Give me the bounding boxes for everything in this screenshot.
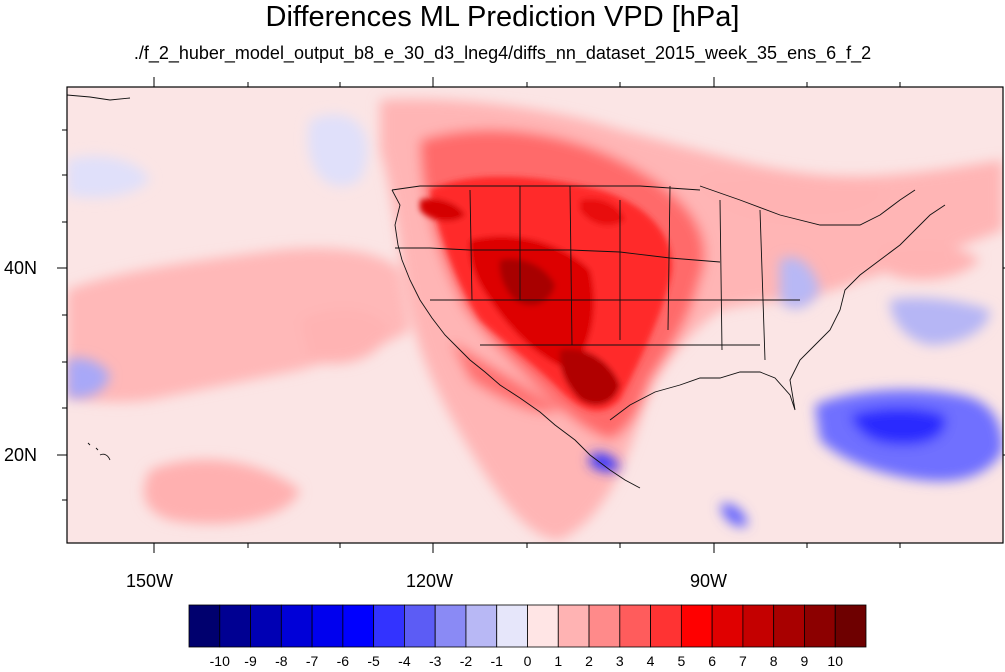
field-layer (67, 87, 1003, 543)
x-tick-label: 150W (126, 571, 174, 591)
colorbar-label: -3 (428, 653, 442, 669)
colorbar-label: -1 (490, 653, 503, 669)
colorbar-label: 2 (585, 653, 593, 669)
colorbar-box (465, 604, 498, 648)
y-tick-label: 20N (4, 445, 38, 465)
colorbar-box (650, 604, 682, 648)
colorbar-box (680, 604, 713, 648)
colorbar-label: -10 (209, 653, 230, 669)
colorbar-box (557, 604, 590, 648)
colorbar-box (188, 604, 221, 648)
colorbar-box (342, 604, 375, 648)
colorbar-box (834, 604, 867, 648)
colorbar-label: 3 (615, 653, 624, 669)
colorbar-box (311, 604, 344, 648)
colorbar-label: 10 (827, 653, 843, 669)
y-tick-label: 40N (4, 258, 38, 278)
colorbar-label: -2 (459, 653, 473, 669)
colorbar-box (804, 604, 836, 648)
colorbar-label: 8 (769, 653, 778, 669)
colorbar-box (711, 604, 744, 648)
colorbar-label: 1 (554, 653, 563, 669)
colorbar-label: -7 (305, 653, 319, 669)
colorbar-box (619, 604, 651, 648)
colorbar-label: 7 (739, 653, 747, 669)
colorbar-label: -5 (367, 653, 380, 669)
colorbar-label: 6 (708, 653, 717, 669)
axis-ticks (57, 77, 1005, 553)
colorbar-label: -9 (244, 653, 257, 669)
colorbar-label: -6 (336, 653, 350, 669)
coastline-borders (67, 94, 946, 489)
colorbar-box (404, 604, 436, 648)
colorbar-box (434, 604, 467, 648)
colorbar-label: 4 (646, 653, 655, 669)
colorbar-label: 9 (800, 653, 809, 669)
colorbar-box (250, 604, 282, 648)
colorbar (188, 604, 867, 648)
colorbar-box (742, 604, 775, 648)
colorbar-box (773, 604, 805, 648)
colorbar-box (373, 604, 405, 648)
colorbar-box (496, 604, 528, 648)
x-tick-label: 90W (690, 571, 728, 591)
x-tick-label: 120W (406, 571, 454, 591)
colorbar-label: 5 (677, 653, 686, 669)
colorbar-label: -8 (275, 653, 288, 669)
map-title: Differences ML Prediction VPD [hPa] (265, 1, 740, 33)
colorbar-label: -4 (398, 653, 411, 669)
colorbar-box (219, 604, 251, 648)
colorbar-box (527, 604, 559, 648)
colorbar-box (280, 604, 313, 648)
colorbar-label: 0 (523, 653, 532, 669)
colorbar-box (588, 604, 621, 648)
map-subtitle: ./f_2_huber_model_output_b8_e_30_d3_lneg… (133, 43, 872, 63)
